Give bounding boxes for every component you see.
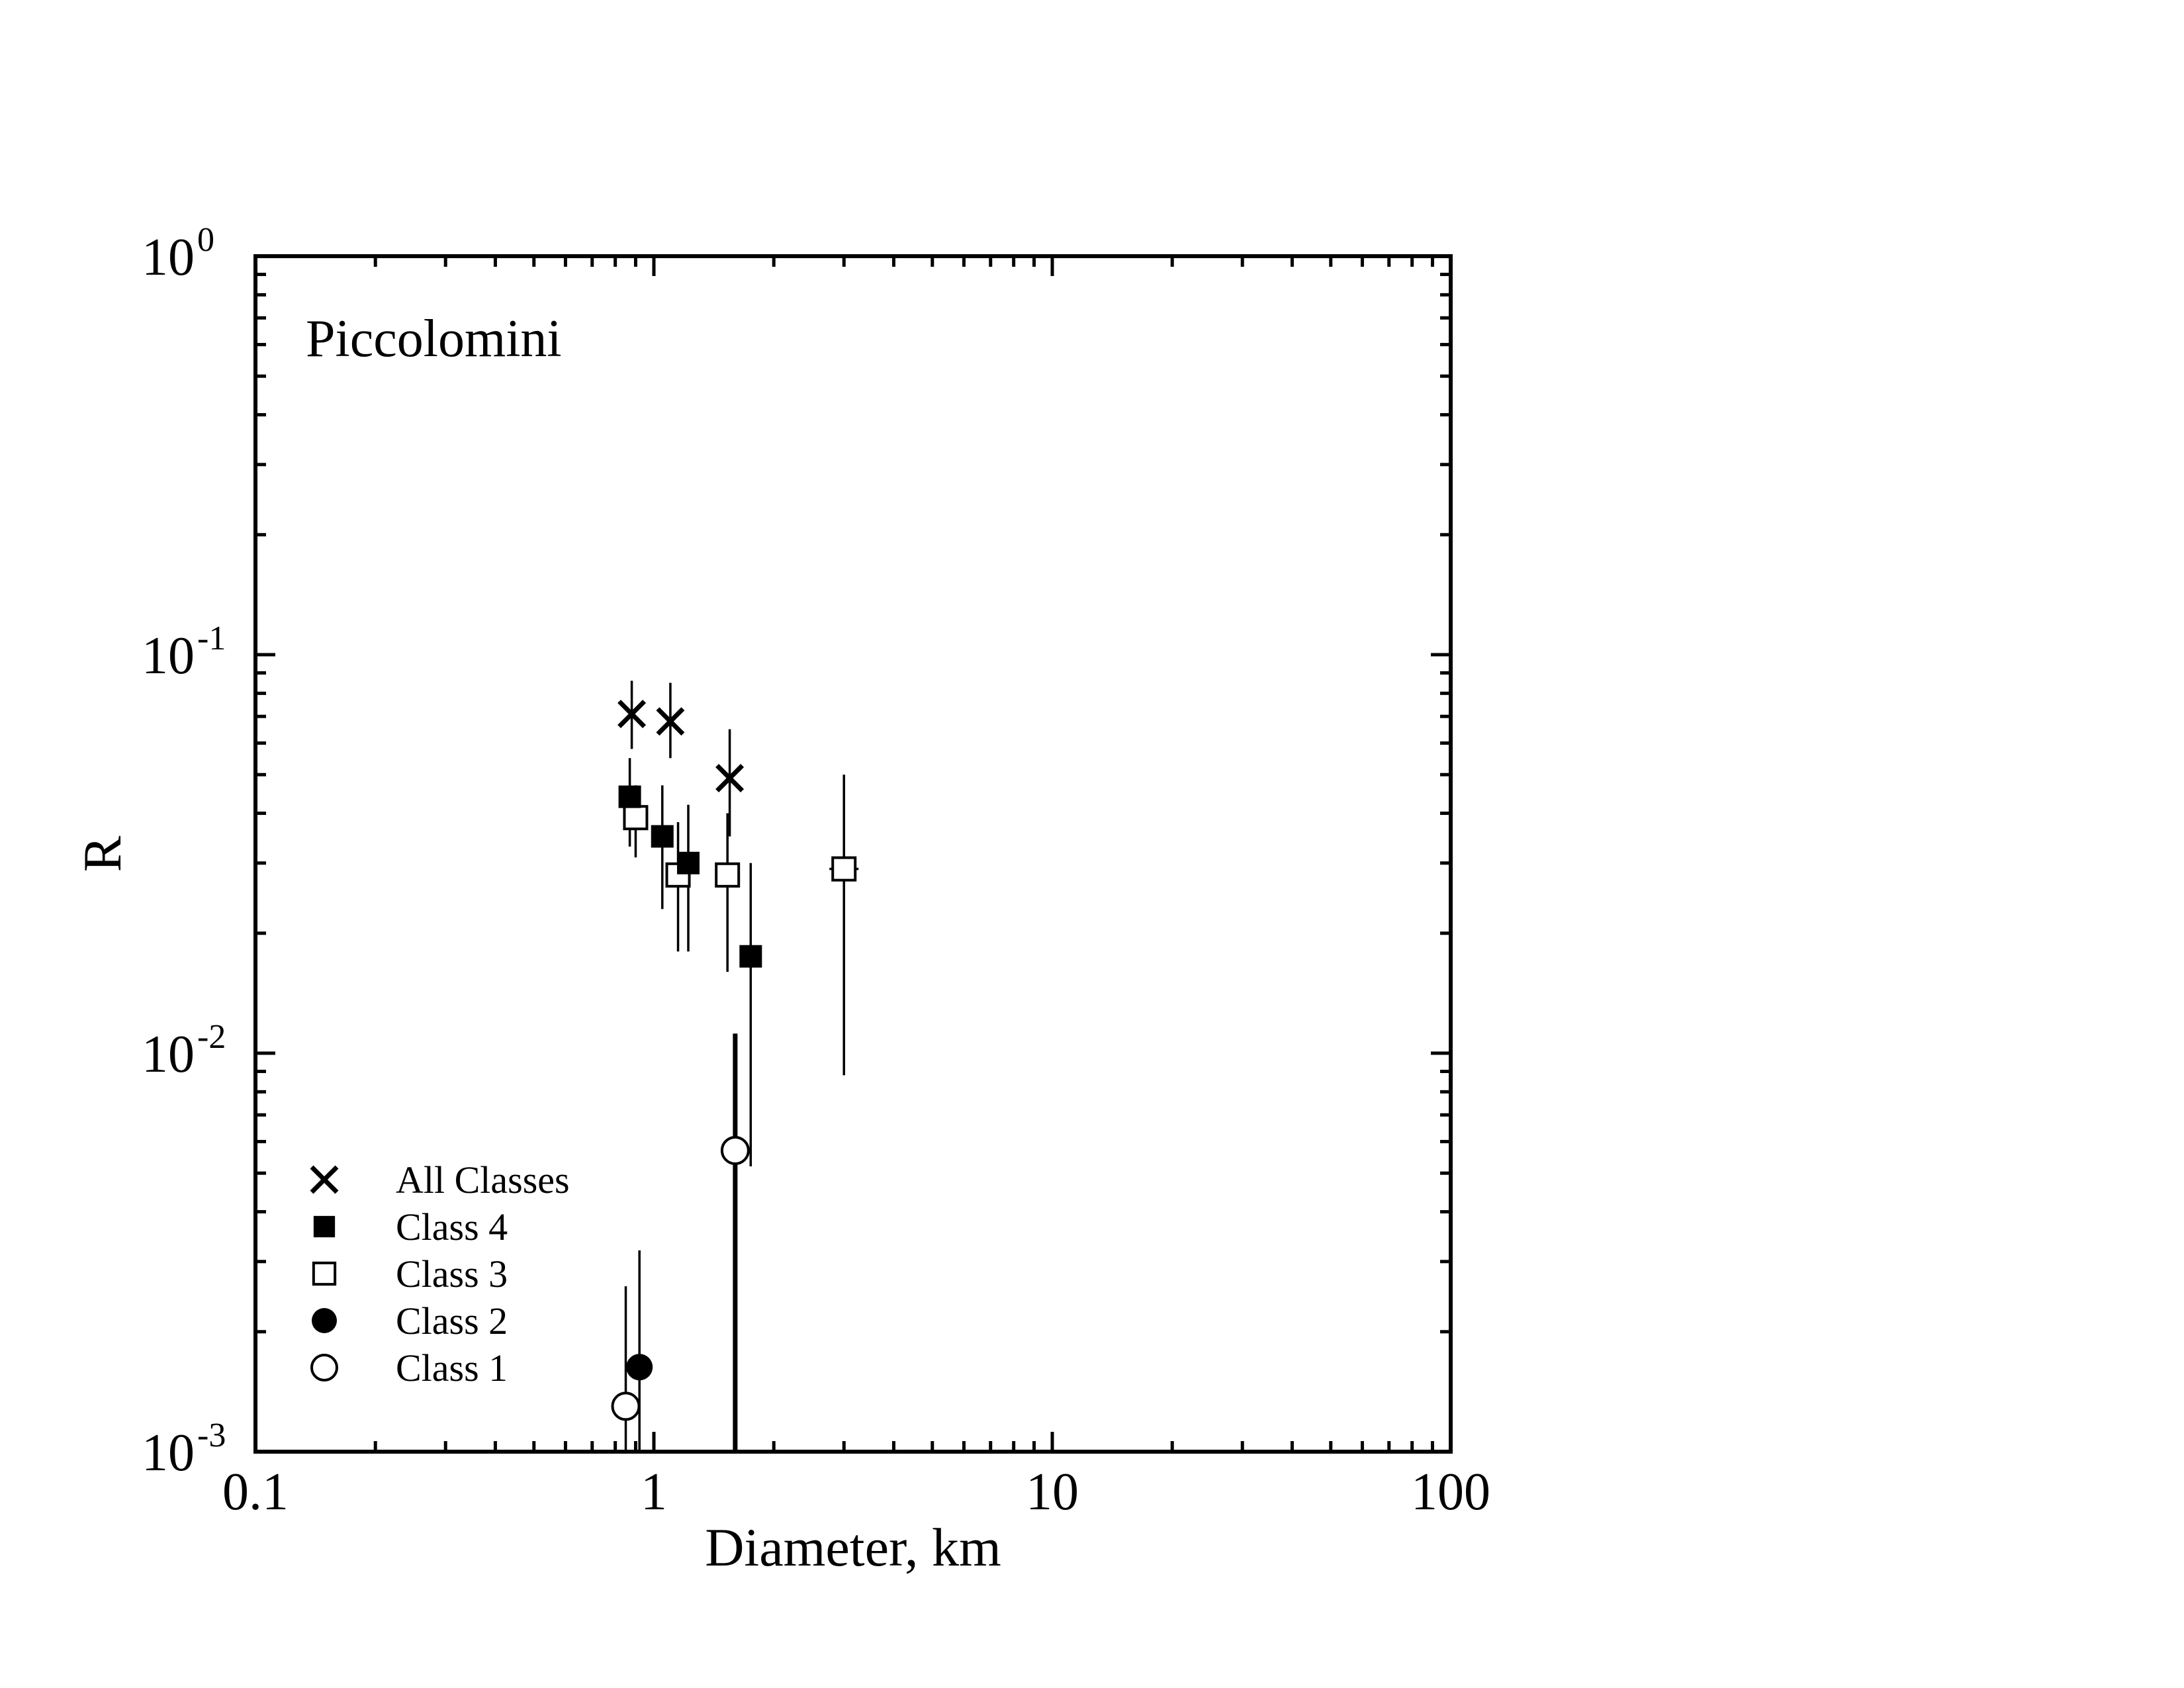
y-tick-label: 10 <box>142 228 195 287</box>
legend-label: Class 3 <box>396 1252 508 1295</box>
marker-class-1 <box>310 1354 338 1382</box>
y-tick-label: 10 <box>142 1424 195 1482</box>
y-tick-label-exponent: -2 <box>197 1018 226 1056</box>
marker-class-3 <box>831 856 857 882</box>
x-tick-label: 1 <box>641 1463 667 1521</box>
y-axis-label: R <box>72 835 132 872</box>
plot-frame <box>253 254 1453 1454</box>
data-markers <box>611 700 857 1421</box>
marker-class-3 <box>312 1261 337 1286</box>
y-tick-label-exponent: -3 <box>197 1417 226 1454</box>
x-tick-label: 100 <box>1411 1463 1490 1521</box>
marker-all-classes <box>715 764 745 792</box>
marker-class-4 <box>676 851 700 874</box>
marker-class-3 <box>623 805 649 831</box>
marker-all-classes <box>617 700 647 729</box>
marker-all-classes <box>656 707 685 736</box>
chart-title: Piccolomini <box>306 310 562 368</box>
marker-class-2 <box>626 1354 653 1381</box>
marker-class-1 <box>611 1391 641 1421</box>
legend-label: Class 2 <box>396 1299 508 1342</box>
x-axis-label: Diameter, km <box>705 1517 1001 1577</box>
legend-label: Class 4 <box>396 1205 508 1248</box>
marker-class-1 <box>720 1135 750 1165</box>
marker-all-classes <box>310 1165 339 1194</box>
legend-label: All Classes <box>396 1158 570 1201</box>
marker-class-2 <box>312 1308 337 1333</box>
x-tick-labels: 0.1 1 10 100 <box>222 1463 1490 1521</box>
y-tick-label: 10 <box>142 1025 195 1084</box>
x-tick-label: 10 <box>1026 1463 1079 1521</box>
error-bars <box>624 680 859 1452</box>
axis-ticks <box>253 256 1451 1454</box>
marker-class-4 <box>313 1215 336 1238</box>
marker-class-4 <box>651 825 674 848</box>
marker-class-4 <box>618 785 641 808</box>
y-tick-label-exponent: 0 <box>197 221 214 259</box>
x-tick-label: 0.1 <box>222 1463 289 1521</box>
marker-class-3 <box>715 862 741 888</box>
marker-class-4 <box>739 945 762 968</box>
y-tick-label: 10 <box>142 627 195 685</box>
legend-label: Class 1 <box>396 1346 508 1389</box>
y-tick-label-exponent: -1 <box>197 620 226 657</box>
